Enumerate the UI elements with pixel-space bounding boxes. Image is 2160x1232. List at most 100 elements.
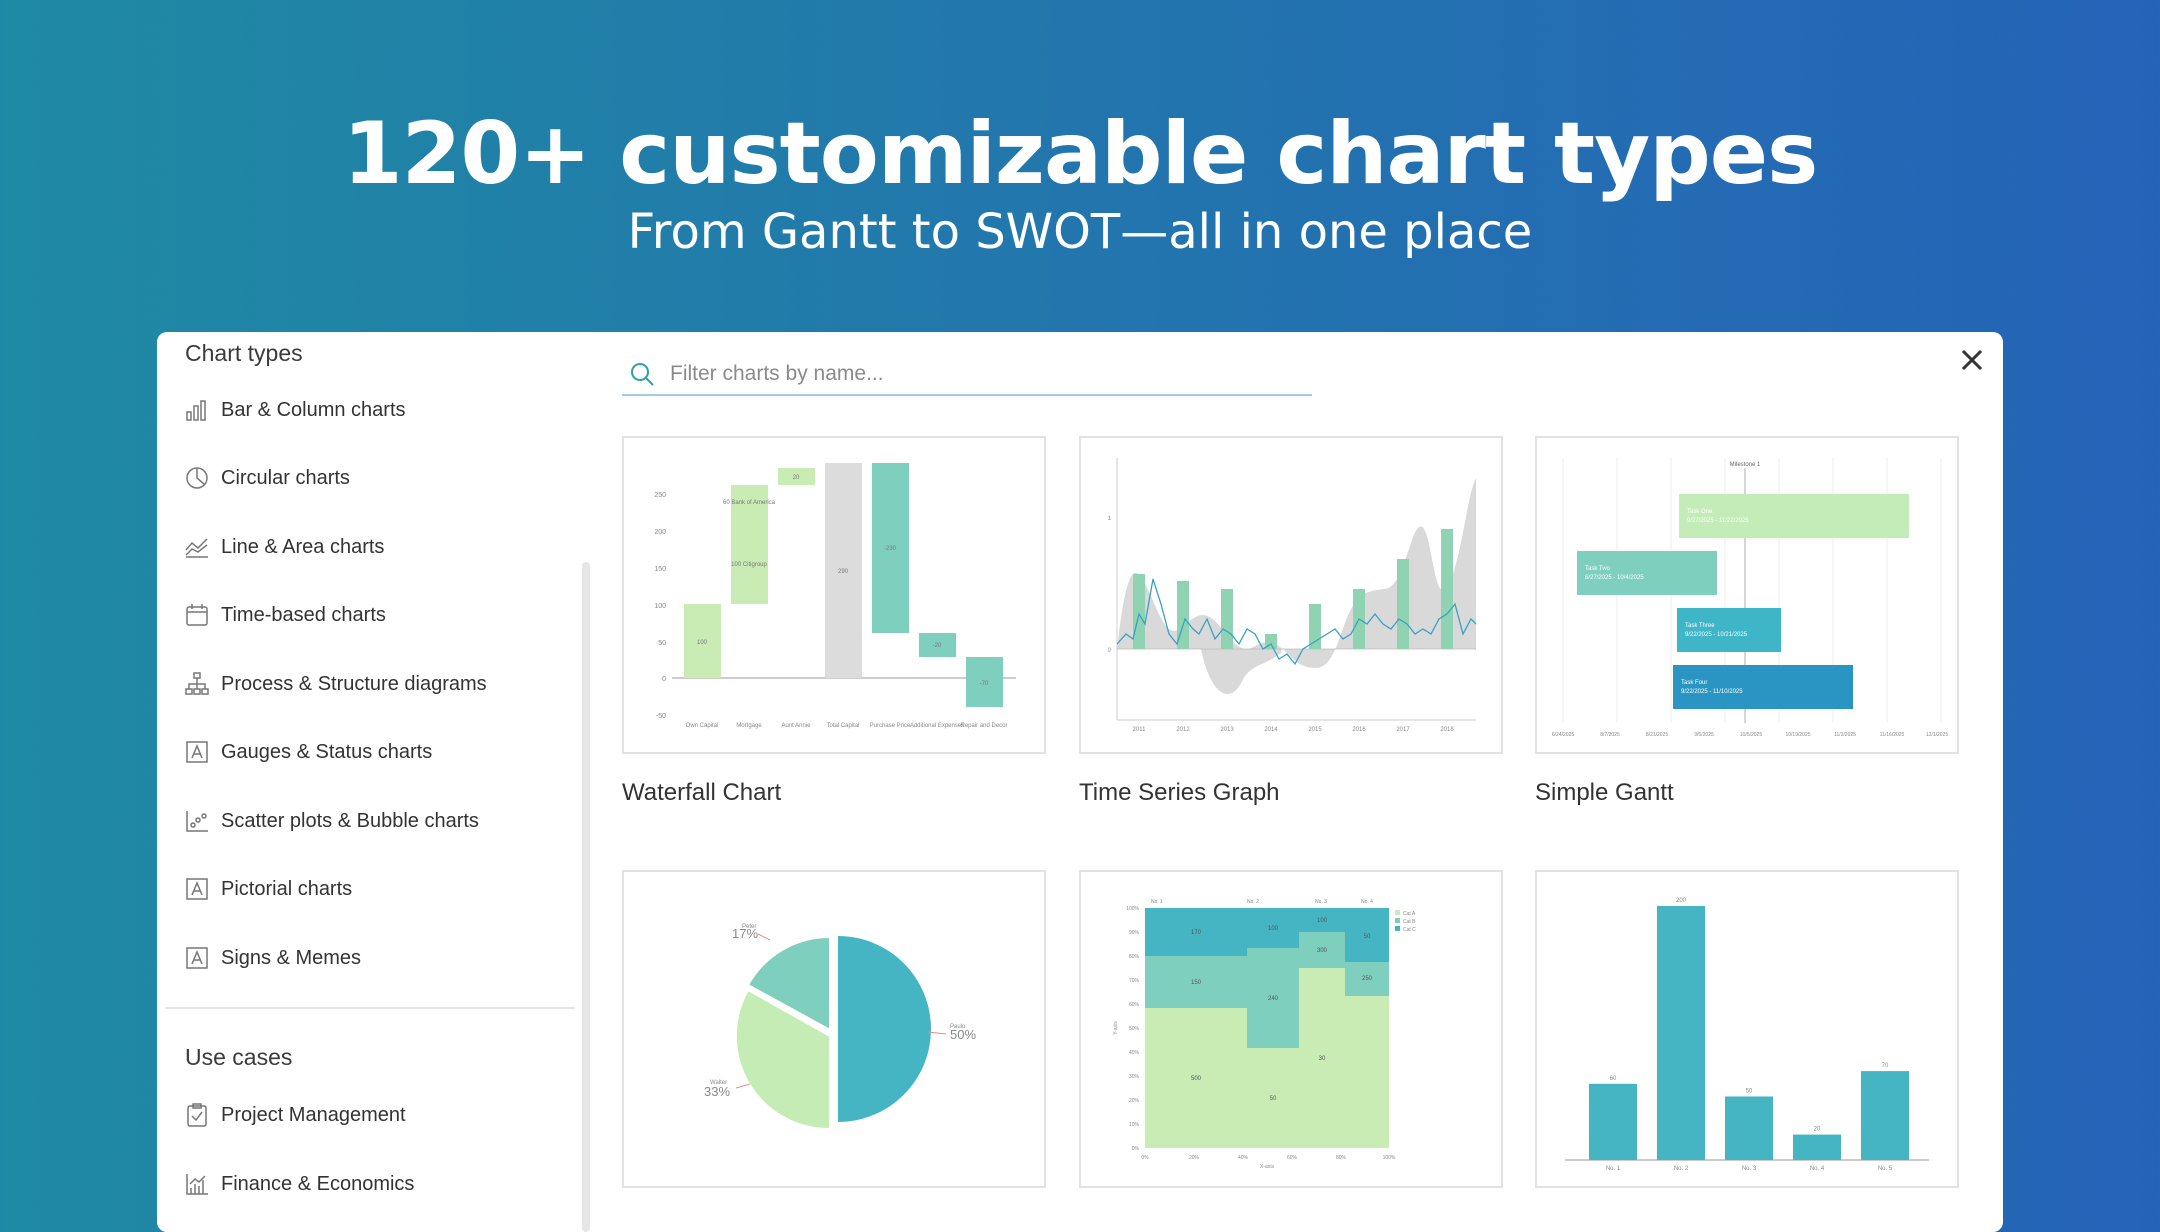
bar [1657, 906, 1705, 1160]
x-tick: 2013 [1220, 727, 1234, 733]
pie-chart-icon [186, 467, 208, 489]
x-tick: 10/19/2025 [1785, 732, 1810, 738]
sidebar-item-label: Pictorial charts [221, 877, 353, 900]
chart-card-pie[interactable]: 50% 33% 17% Paulo Walter Peter [622, 870, 1046, 1188]
y-tick: 200 [654, 529, 666, 536]
x-tick: No. 4 [1810, 1166, 1825, 1172]
sidebar-item-project-management[interactable]: Project Management [183, 1095, 406, 1135]
mekko-value: 150 [1191, 980, 1202, 986]
x-tick: 12/1/2025 [1926, 732, 1948, 738]
legend-item: Cat C [1403, 927, 1416, 933]
pie-slice-percent: 50% [950, 1027, 976, 1042]
waterfall-bar [684, 604, 721, 678]
sidebar-item-bar-column[interactable]: Bar & Column charts [183, 390, 406, 430]
x-tick: 2014 [1264, 727, 1278, 733]
x-tick: 6/24/2025 [1552, 732, 1574, 738]
bar-value-label: 200 [1676, 898, 1687, 904]
clipboard-icon [187, 1103, 207, 1127]
close-button[interactable] [1952, 340, 1992, 380]
chart-card-label[interactable]: Time Series Graph [1079, 779, 1280, 806]
sidebar-item-scatter-bubble[interactable]: Scatter plots & Bubble charts [183, 801, 479, 841]
waterfall-bar [731, 530, 768, 604]
x-tick: 40% [1238, 1155, 1249, 1161]
mekko-column-label: No. 3 [1315, 899, 1327, 905]
x-tick: Aunt Annie [781, 723, 811, 729]
bar [1725, 1096, 1773, 1160]
mekko-value: 100 [1317, 918, 1328, 924]
bar-label: -20 [933, 643, 942, 649]
sidebar-item-process-structure[interactable]: Process & Structure diagrams [183, 664, 487, 704]
bar-value-label: 70 [1882, 1063, 1889, 1069]
sidebar-item-time-based[interactable]: Time-based charts [183, 595, 386, 635]
sidebar-item-circular[interactable]: Circular charts [183, 458, 350, 498]
mekko-value: 30 [1319, 1056, 1326, 1062]
hero-title: 120+ customizable chart types [342, 104, 1819, 204]
y-tick: 50% [1129, 1026, 1140, 1032]
sidebar-item-label: Circular charts [221, 466, 350, 489]
gantt-task-name: Task Three [1685, 623, 1715, 629]
x-tick: No. 1 [1606, 1166, 1621, 1172]
x-tick: Additional Expenses [910, 723, 964, 729]
sidebar-item-label: Gauges & Status charts [221, 740, 433, 763]
x-tick: 9/6/2025 [1694, 732, 1714, 738]
pie-slice-percent: 17% [732, 926, 758, 941]
x-tick: Mortgage [736, 723, 762, 729]
x-tick: No. 2 [1674, 1166, 1689, 1172]
chart-card-label[interactable]: Simple Gantt [1535, 779, 1674, 806]
pie-slice-name: Paulo [950, 1024, 966, 1030]
y-tick: 1 [1108, 516, 1112, 522]
pie-slice-percent: 33% [704, 1084, 730, 1099]
bar [1589, 1083, 1637, 1160]
sidebar-item-gauges-status[interactable]: Gauges & Status charts [183, 732, 432, 772]
gantt-task-dates: 9/22/2025 - 10/21/2025 [1685, 632, 1748, 638]
y-tick: 70% [1129, 978, 1140, 984]
text-box-icon [186, 741, 208, 763]
y-tick: 100% [1126, 906, 1139, 912]
gantt-task-name: Task Four [1681, 680, 1707, 686]
line-chart-icon [185, 538, 208, 558]
sidebar-item-finance-economics[interactable]: Finance & Economics [183, 1164, 414, 1204]
sidebar-item-signs-memes[interactable]: Signs & Memes [183, 938, 361, 978]
milestone-label: Milestone 1 [1730, 462, 1761, 468]
sidebar-scrollbar[interactable] [582, 562, 590, 1232]
sidebar-item-pictorial[interactable]: Pictorial charts [183, 869, 352, 909]
x-tick: Total Capital [826, 723, 859, 729]
mekko-value: 170 [1191, 930, 1202, 936]
search-input[interactable] [668, 361, 1272, 387]
y-tick: 60% [1129, 1002, 1140, 1008]
waterfall-bar [731, 485, 768, 530]
x-tick: 11/16/2025 [1880, 732, 1905, 738]
finance-chart-icon [186, 1174, 208, 1195]
chart-card-bar[interactable]: 60 No. 1 200 No. 2 50 No. 3 20 No. 4 70 No. 5 [1535, 870, 1959, 1188]
waterfall-thumbnail: 250 200 150 100 50 0 -50 100 100 Citigro… [654, 463, 1016, 729]
x-tick: 2011 [1133, 727, 1147, 733]
bar-value-label: 50 [1746, 1089, 1753, 1095]
gantt-task-name: Task One [1687, 509, 1713, 515]
waterfall-bar [966, 657, 1003, 707]
x-tick: 60% [1287, 1155, 1298, 1161]
chart-card-waterfall[interactable]: 250 200 150 100 50 0 -50 100 100 Citigro… [622, 436, 1046, 754]
y-tick: 40% [1129, 1050, 1140, 1056]
close-icon [1961, 349, 1983, 371]
chart-card-time-series[interactable]: 1 0 2011 2012 2013 2014 2015 2016 2017 2… [1079, 436, 1503, 754]
legend-item: Cat B [1403, 919, 1416, 925]
chart-picker-dialog: Chart types Bar & Column charts Circular… [157, 332, 2003, 1232]
chart-card-simple-gantt[interactable]: Milestone 1 Task One 9/27/2025 - 11/22/2… [1535, 436, 1959, 754]
mekko-value: 100 [1268, 926, 1279, 932]
x-tick: Own Capital [686, 723, 719, 729]
chart-card-mekko[interactable]: No. 1 No. 2 No. 3 No. 4 170 150 500 100 [1079, 870, 1503, 1188]
y-tick: 90% [1129, 930, 1140, 936]
x-tick: 11/2/2025 [1834, 732, 1856, 738]
bar-label: 100 [697, 640, 708, 646]
waterfall-bar [825, 463, 862, 678]
x-tick: Repair and Decor [960, 723, 1007, 729]
y-tick: 20% [1129, 1098, 1140, 1104]
x-tick: 8/21/2025 [1646, 732, 1668, 738]
x-tick: 2016 [1352, 727, 1366, 733]
sidebar: Chart types Bar & Column charts Circular… [157, 332, 577, 1232]
chart-card-label[interactable]: Waterfall Chart [622, 779, 782, 806]
waterfall-bar [872, 463, 909, 633]
sidebar-item-label: Signs & Memes [221, 946, 362, 969]
mekko-value: 50 [1364, 934, 1371, 940]
sidebar-item-line-area[interactable]: Line & Area charts [183, 527, 384, 567]
